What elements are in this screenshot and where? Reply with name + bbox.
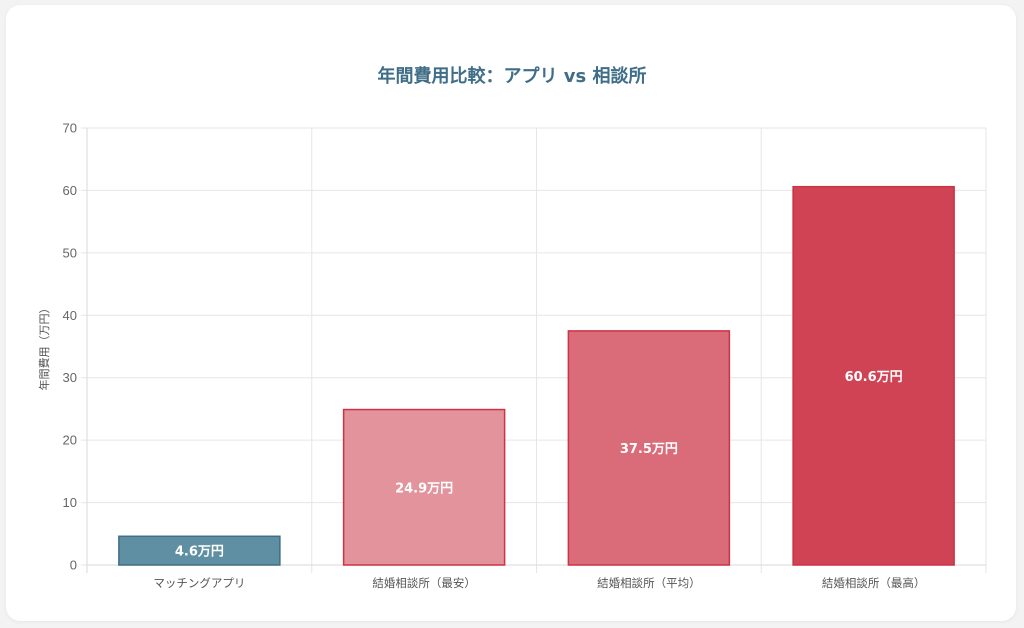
chart-title: 年間費用比較：アプリ vs 相談所 (377, 66, 647, 87)
bar[interactable] (342, 408, 506, 566)
bar-value-label: 37.5万円 (620, 442, 678, 457)
bar[interactable] (792, 185, 955, 566)
y-tick-label: 20 (63, 433, 77, 448)
y-tick-label: 50 (63, 245, 77, 260)
y-axis-title: 年間費用（万円） (37, 303, 51, 391)
bar-value-label: 24.9万円 (395, 481, 453, 496)
y-tick-label: 40 (63, 308, 77, 323)
bar[interactable] (118, 535, 281, 566)
y-tick-label: 0 (70, 558, 77, 573)
y-tick-label: 30 (63, 370, 77, 385)
y-tick-label: 70 (63, 121, 77, 136)
bar-value-label: 4.6万円 (175, 545, 224, 560)
x-category-label: マッチングアプリ (153, 576, 245, 590)
bar[interactable] (567, 330, 731, 566)
x-category-label: 結婚相談所（平均） (597, 576, 701, 590)
x-category-label: 結婚相談所（最安） (372, 576, 476, 590)
y-tick-label: 60 (63, 183, 77, 198)
x-category-label: 結婚相談所（最高） (822, 576, 926, 590)
y-tick-label: 10 (63, 495, 77, 510)
bar-value-label: 60.6万円 (845, 370, 903, 385)
